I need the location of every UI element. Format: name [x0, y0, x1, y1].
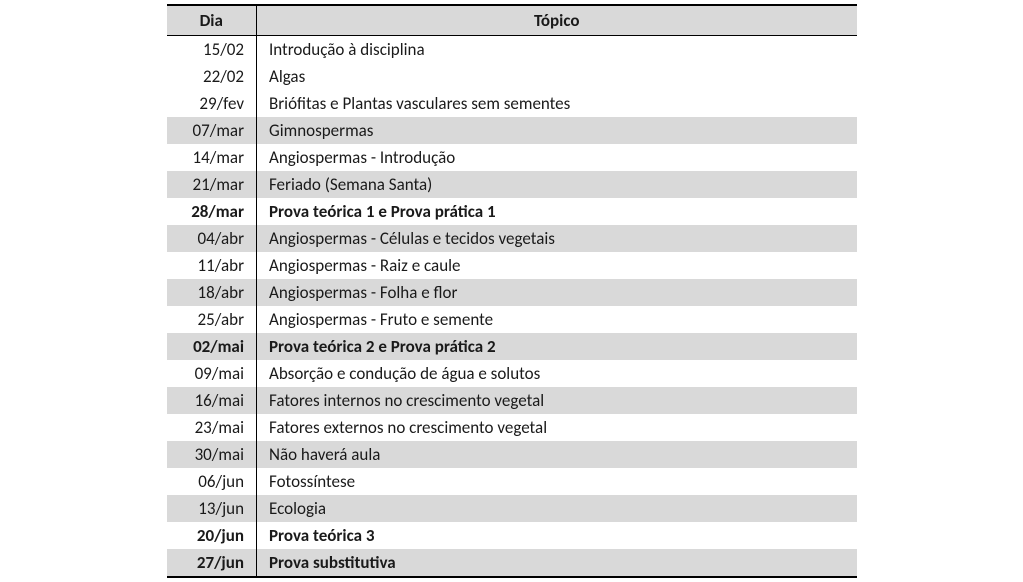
cell-dia: 07/mar [167, 117, 257, 144]
cell-dia: 29/fev [167, 90, 257, 117]
cell-dia: 30/mai [167, 441, 257, 468]
cell-topico: Prova teórica 3 [257, 522, 857, 549]
table-row: 14/marAngiospermas - Introdução [167, 144, 857, 171]
cell-dia: 21/mar [167, 171, 257, 198]
table-row: 25/abrAngiospermas - Fruto e semente [167, 306, 857, 333]
cell-dia: 25/abr [167, 306, 257, 333]
cell-topico: Prova teórica 2 e Prova prática 2 [257, 333, 857, 360]
cell-topico: Prova teórica 1 e Prova prática 1 [257, 198, 857, 225]
cell-topico: Angiospermas - Introdução [257, 144, 857, 171]
table-row: 30/maiNão haverá aula [167, 441, 857, 468]
table-row: 23/maiFatores externos no crescimento ve… [167, 414, 857, 441]
cell-topico: Absorção e condução de água e solutos [257, 360, 857, 387]
table-row: 28/marProva teórica 1 e Prova prática 1 [167, 198, 857, 225]
cell-topico: Não haverá aula [257, 441, 857, 468]
table-row: 07/marGimnospermas [167, 117, 857, 144]
cell-topico: Fatores internos no crescimento vegetal [257, 387, 857, 414]
col-header-dia: Dia [167, 5, 257, 36]
cell-topico: Ecologia [257, 495, 857, 522]
cell-topico: Prova substitutiva [257, 549, 857, 577]
cell-topico: Angiospermas - Raiz e caule [257, 252, 857, 279]
table-row: 11/abrAngiospermas - Raiz e caule [167, 252, 857, 279]
cell-dia: 14/mar [167, 144, 257, 171]
table-row: 15/02Introdução à disciplina [167, 36, 857, 64]
table-row: 27/junProva substitutiva [167, 549, 857, 577]
cell-topico: Angiospermas - Folha e flor [257, 279, 857, 306]
cell-dia: 15/02 [167, 36, 257, 64]
table-row: 02/maiProva teórica 2 e Prova prática 2 [167, 333, 857, 360]
cell-dia: 13/jun [167, 495, 257, 522]
table-row: 09/maiAbsorção e condução de água e solu… [167, 360, 857, 387]
cell-dia: 28/mar [167, 198, 257, 225]
cell-topico: Introdução à disciplina [257, 36, 857, 64]
cell-topico: Gimnospermas [257, 117, 857, 144]
cell-dia: 18/abr [167, 279, 257, 306]
cell-dia: 23/mai [167, 414, 257, 441]
table-body: 15/02Introdução à disciplina22/02Algas29… [167, 36, 857, 578]
cell-topico: Angiospermas - Células e tecidos vegetai… [257, 225, 857, 252]
cell-dia: 11/abr [167, 252, 257, 279]
schedule-table: Dia Tópico 15/02Introdução à disciplina2… [167, 4, 857, 578]
table-row: 06/junFotossíntese [167, 468, 857, 495]
cell-dia: 06/jun [167, 468, 257, 495]
table-row: 13/junEcologia [167, 495, 857, 522]
table-row: 22/02Algas [167, 63, 857, 90]
cell-dia: 20/jun [167, 522, 257, 549]
table-header-row: Dia Tópico [167, 5, 857, 36]
cell-topico: Fotossíntese [257, 468, 857, 495]
table-row: 16/maiFatores internos no crescimento ve… [167, 387, 857, 414]
cell-dia: 27/jun [167, 549, 257, 577]
cell-dia: 04/abr [167, 225, 257, 252]
cell-topico: Feriado (Semana Santa) [257, 171, 857, 198]
cell-dia: 02/mai [167, 333, 257, 360]
table-row: 29/fevBriófitas e Plantas vasculares sem… [167, 90, 857, 117]
table-row: 20/junProva teórica 3 [167, 522, 857, 549]
schedule-container: Dia Tópico 15/02Introdução à disciplina2… [167, 4, 857, 578]
cell-topico: Algas [257, 63, 857, 90]
cell-dia: 16/mai [167, 387, 257, 414]
cell-topico: Fatores externos no crescimento vegetal [257, 414, 857, 441]
cell-dia: 09/mai [167, 360, 257, 387]
cell-topico: Angiospermas - Fruto e semente [257, 306, 857, 333]
table-row: 18/abrAngiospermas - Folha e flor [167, 279, 857, 306]
table-row: 21/marFeriado (Semana Santa) [167, 171, 857, 198]
table-row: 04/abrAngiospermas - Células e tecidos v… [167, 225, 857, 252]
cell-topico: Briófitas e Plantas vasculares sem semen… [257, 90, 857, 117]
cell-dia: 22/02 [167, 63, 257, 90]
col-header-topico: Tópico [257, 5, 857, 36]
